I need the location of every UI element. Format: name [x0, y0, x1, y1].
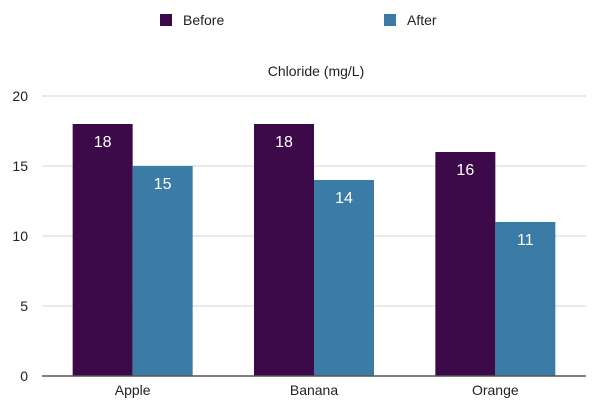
legend-swatch-after: [384, 14, 396, 26]
bar-banana-after: [314, 180, 374, 376]
bars: [72, 124, 556, 376]
x-category-label-banana: Banana: [290, 382, 338, 398]
legend-label-before: Before: [183, 12, 224, 28]
y-tick-label-0: 0: [20, 368, 28, 384]
y-axis-ticks: 0 5 10 15 20: [12, 88, 28, 384]
bar-orange-after: [495, 222, 556, 376]
y-tick-label-20: 20: [12, 88, 28, 104]
data-label-orange-before: 16: [456, 162, 474, 179]
data-label-orange-after: 11: [517, 232, 534, 249]
bar-apple-after: [132, 166, 193, 376]
legend: Before After: [160, 12, 437, 28]
data-label-banana-before: 18: [275, 134, 293, 151]
legend-label-after: After: [407, 12, 437, 28]
x-axis-categories: Apple Banana Orange: [115, 382, 519, 398]
x-category-label-apple: Apple: [115, 382, 151, 398]
bar-banana-before: [254, 124, 314, 376]
x-category-label-orange: Orange: [472, 382, 519, 398]
bar-apple-before: [72, 124, 133, 376]
y-tick-label-10: 10: [12, 228, 28, 244]
y-tick-label-5: 5: [20, 298, 28, 314]
legend-swatch-before: [160, 14, 172, 26]
data-label-apple-before: 18: [94, 134, 112, 151]
y-tick-label-15: 15: [12, 158, 28, 174]
data-labels: 18 15 18 14 16 11: [94, 134, 534, 249]
data-label-banana-after: 14: [335, 190, 353, 207]
data-label-apple-after: 15: [154, 176, 172, 193]
chart-title: Chloride (mg/L): [268, 63, 364, 79]
bar-orange-before: [435, 152, 496, 376]
